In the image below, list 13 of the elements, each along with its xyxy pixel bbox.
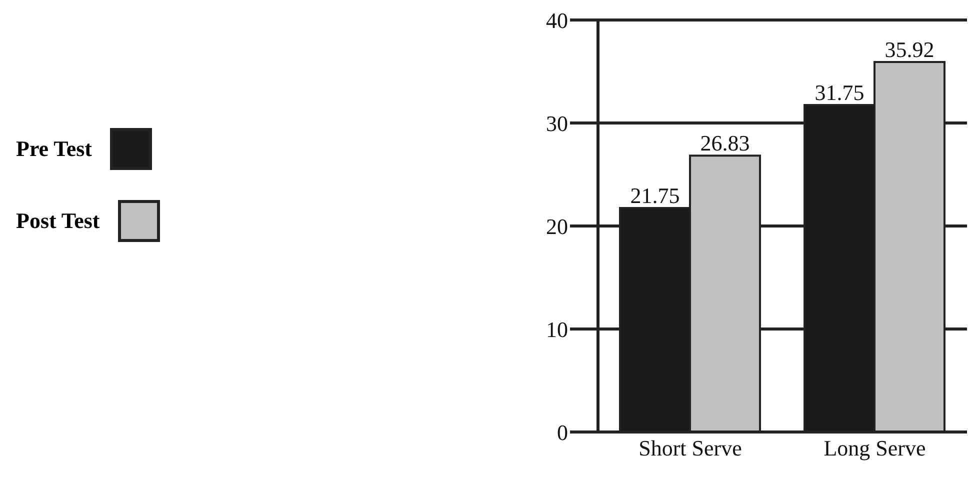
data-label: 35.92 [884,37,934,62]
x-tick-label: Long Serve [824,436,926,461]
data-label: 31.75 [814,80,864,105]
legend-label: Post Test [16,208,100,234]
y-tick-label: 10 [546,316,568,342]
data-label: 21.75 [630,182,680,208]
y-tick-label: 20 [546,214,568,239]
y-tick-label: 0 [557,420,568,445]
y-tick-label: 30 [546,110,568,136]
legend-label: Pre Test [16,136,92,162]
data-label: 26.83 [700,130,750,156]
x-tick-label: Short Serve [638,436,742,461]
y-tick-label: 40 [546,8,568,33]
